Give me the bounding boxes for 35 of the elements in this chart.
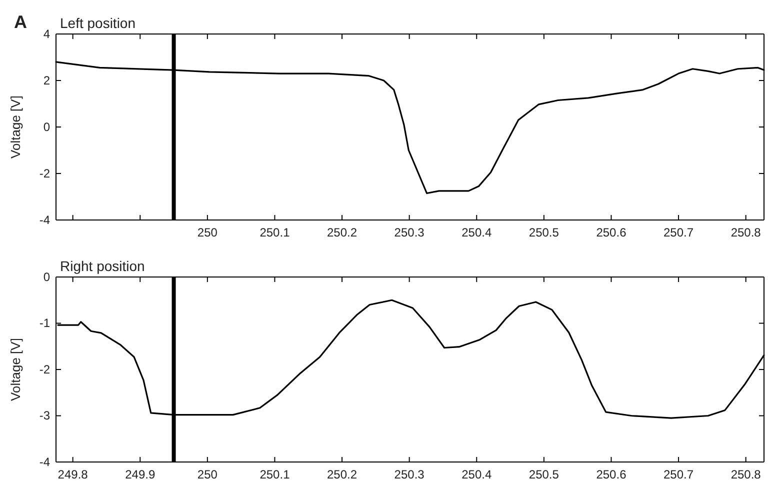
y-tick-label: 0	[43, 120, 50, 134]
y-tick-label: -1	[39, 316, 50, 330]
x-tick-label: 250.5	[528, 226, 560, 240]
x-tick-label: 250.3	[394, 468, 425, 482]
x-tick-label: 250.3	[394, 226, 425, 240]
y-tick-label: -4	[39, 212, 50, 227]
x-tick-label: 250.2	[327, 226, 358, 240]
y-tick-label: 4	[43, 26, 50, 41]
x-tick-label: 250	[197, 226, 218, 240]
text: A	[14, 12, 27, 32]
y-axis-title: Voltage [V]	[8, 338, 23, 401]
y-tick-label: -2	[39, 166, 50, 180]
chart-title: Right position	[60, 258, 145, 274]
y-tick-label: 2	[43, 73, 50, 88]
y-tick-label: -4	[39, 454, 50, 469]
x-tick-label: 250.7	[664, 468, 694, 482]
y-tick-label: -2	[39, 362, 50, 376]
x-tick-label: 249.8	[58, 468, 88, 482]
y-tick-label: -3	[39, 408, 50, 423]
y-tick-label: 0	[43, 270, 50, 284]
x-tick-label: 250.1	[260, 468, 290, 482]
x-tick-label: 250.6	[596, 226, 627, 240]
x-tick-label: 250.5	[528, 468, 560, 482]
y-axis-title: Voltage [V]	[8, 96, 23, 158]
x-tick-label: 250.6	[596, 468, 627, 482]
x-tick-label: 250.7	[664, 226, 694, 240]
x-tick-label: 250.4	[462, 468, 492, 482]
x-tick-label: 249.9	[125, 468, 156, 482]
x-tick-label: 250.8	[730, 226, 762, 240]
x-tick-label: 250.4	[462, 226, 492, 240]
chart-title: Left position	[60, 15, 136, 31]
x-tick-label: 250.2	[327, 468, 358, 482]
x-tick-label: 250.8	[730, 468, 762, 482]
x-tick-label: 250	[197, 468, 218, 482]
x-tick-label: 250.1	[260, 226, 290, 240]
